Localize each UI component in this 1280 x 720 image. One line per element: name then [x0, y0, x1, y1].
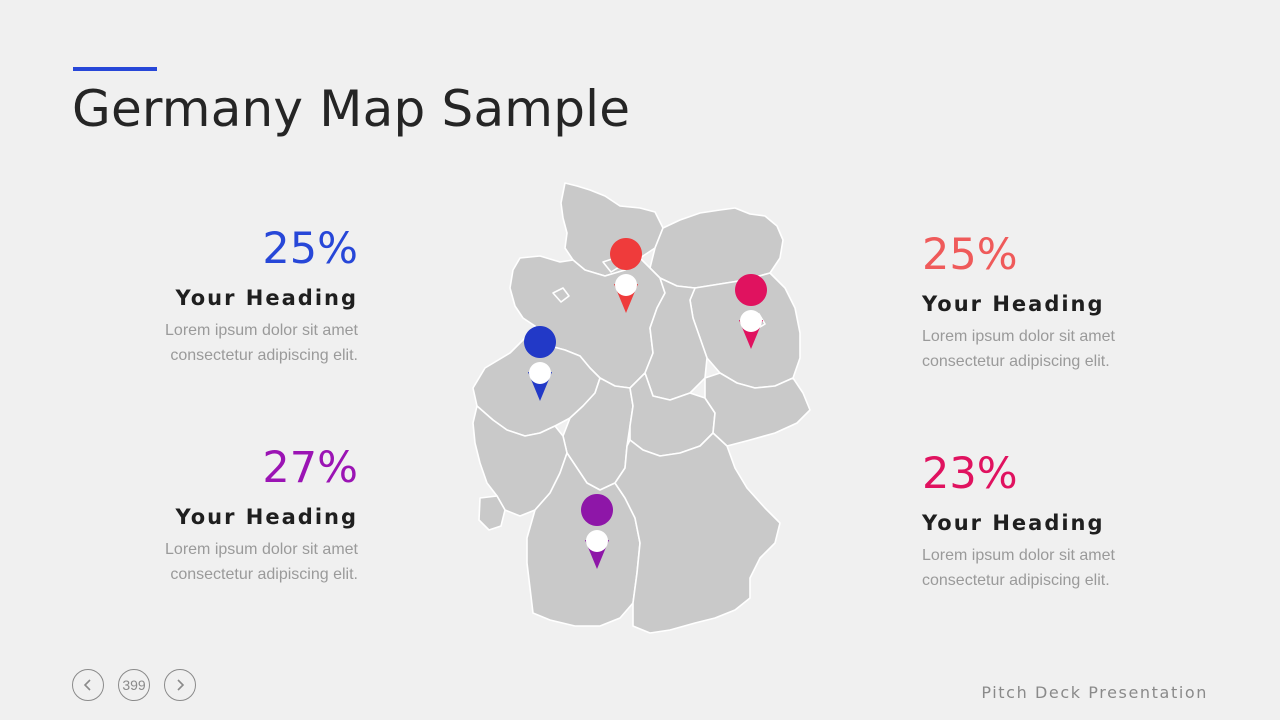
pin-marker-icon: [524, 326, 557, 401]
stat-value: 23%: [922, 449, 1018, 499]
region-saarland: [478, 495, 506, 531]
title-accent-line: [73, 67, 157, 71]
stat-description-line: Lorem ipsum dolor sit amet: [922, 328, 1115, 345]
map-pin-south[interactable]: [581, 494, 614, 569]
germany-map-svg: [472, 182, 811, 634]
pin-center: [740, 310, 762, 332]
stat-description: Lorem ipsum dolor sit amet consectetur a…: [58, 537, 358, 587]
stat-description-line: Lorem ipsum dolor sit amet: [165, 541, 358, 558]
page-title: Germany Map Sample: [72, 80, 631, 138]
stat-description-line: consectetur adipiscing elit.: [922, 353, 1110, 370]
page-number-text: 399: [122, 677, 146, 693]
map-pin-east[interactable]: [735, 274, 768, 349]
page-number: 399: [118, 669, 150, 701]
chevron-left-icon: [83, 679, 91, 691]
stat-left-top: 25% Your Heading Lorem ipsum dolor sit a…: [58, 226, 358, 368]
stat-description-line: consectetur adipiscing elit.: [170, 566, 358, 583]
pin-marker-icon: [735, 274, 768, 349]
stat-description-line: consectetur adipiscing elit.: [170, 347, 358, 364]
stat-left-bottom: 27% Your Heading Lorem ipsum dolor sit a…: [58, 445, 358, 587]
stat-description-line: Lorem ipsum dolor sit amet: [165, 322, 358, 339]
region-bavaria: [614, 432, 781, 634]
chevron-right-icon: [177, 679, 185, 691]
pin-center: [615, 274, 637, 296]
stat-heading: Your Heading: [175, 286, 358, 310]
region-bremen: [552, 287, 570, 303]
pin-center: [529, 362, 551, 384]
stat-heading: Your Heading: [175, 505, 358, 529]
pin-marker-icon: [610, 238, 643, 313]
map-pin-north[interactable]: [610, 238, 643, 313]
stat-description-line: consectetur adipiscing elit.: [922, 572, 1110, 589]
stat-right-bottom: 23% Your Heading Lorem ipsum dolor sit a…: [922, 451, 1222, 593]
stat-value: 25%: [262, 224, 358, 274]
footer-text: Pitch Deck Presentation: [981, 683, 1208, 702]
stat-heading: Your Heading: [922, 511, 1105, 535]
germany-map: [465, 178, 825, 643]
stat-right-top: 25% Your Heading Lorem ipsum dolor sit a…: [922, 232, 1222, 374]
stat-heading: Your Heading: [922, 292, 1105, 316]
stat-description-line: Lorem ipsum dolor sit amet: [922, 547, 1115, 564]
stat-value: 25%: [922, 230, 1018, 280]
pin-center: [586, 530, 608, 552]
pin-marker-icon: [581, 494, 614, 569]
next-button[interactable]: [164, 669, 196, 701]
stat-value: 27%: [262, 443, 358, 493]
stat-description: Lorem ipsum dolor sit amet consectetur a…: [922, 324, 1222, 374]
stat-description: Lorem ipsum dolor sit amet consectetur a…: [58, 318, 358, 368]
prev-button[interactable]: [72, 669, 104, 701]
stat-description: Lorem ipsum dolor sit amet consectetur a…: [922, 543, 1222, 593]
region-saxony: [704, 372, 811, 447]
map-pin-west[interactable]: [524, 326, 557, 401]
